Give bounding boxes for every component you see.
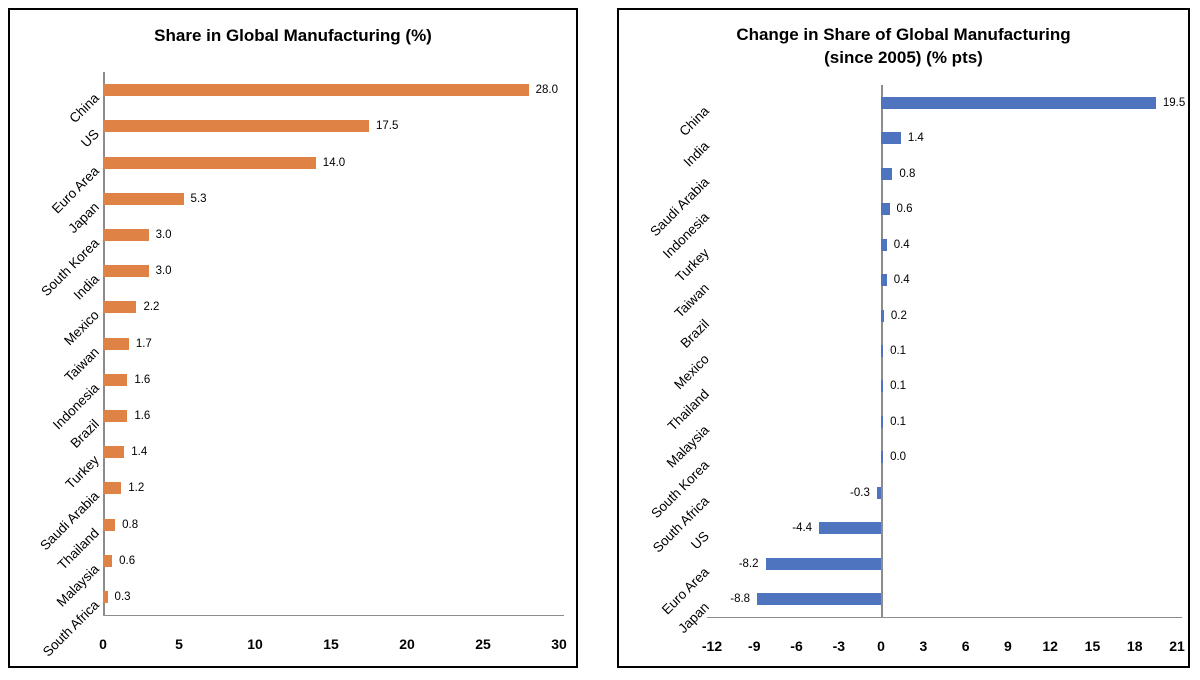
value-label-saudi-arabia: 1.2 [128,482,145,495]
value-label-turkey: 1.4 [131,446,148,459]
bar-mexico [103,301,137,314]
chart-title-share: Share in Global Manufacturing (%) [154,26,432,45]
x-tick-9: 9 [1004,638,1012,654]
plot-area-share: 28.0 China 17.5 US 14.0 Euro Area 5.3 Japan 3.0 S… [10,10,576,666]
plot-area-change: 19.5 China 1.4 India 0.8 Saudi Arabia 0.6 Indon… [619,10,1188,666]
x-tick-25: 25 [475,636,491,652]
x-tick-18: 18 [1126,638,1143,654]
bar-malaysia [103,554,113,567]
chart-panel-change: Change in Share of Global Manufacturing … [617,8,1190,668]
x-tick-12: 12 [1042,638,1058,654]
bar-brazil [881,309,884,322]
x-tick-0: 0 [99,636,107,652]
value-label-euro-area: -8.2 [738,557,759,570]
value-label-india: 1.4 [907,132,924,145]
bar-taiwan [881,274,887,287]
bar-south-korea [881,451,884,464]
chart-title-change-line2: (since 2005) (% pts) [824,48,983,67]
value-label-taiwan: 1.7 [135,337,152,350]
value-label-indonesia: 1.6 [134,373,151,386]
x-tick-15: 15 [1084,638,1101,654]
x-tick-6: -6 [790,638,803,654]
bar-indonesia [103,373,128,386]
x-axis-line [707,617,1182,618]
value-label-brazil: 1.6 [134,409,151,422]
bar-thailand [103,518,116,531]
bar-brazil [103,409,128,422]
bar-mexico [881,345,884,357]
value-label-malaysia: 0.6 [119,554,136,567]
value-label-us: -4.4 [792,522,813,535]
value-label-indonesia: 0.6 [896,203,913,216]
bar-south-africa [876,486,882,499]
x-tick-3: 3 [919,638,928,654]
bar-saudi-arabia [103,482,122,495]
bar-euro-area [765,557,882,570]
bar-turkey [881,238,887,251]
bar-taiwan [103,337,129,350]
bar-turkey [103,446,125,459]
bar-india [881,132,901,145]
value-label-south-korea: 3.0 [155,228,172,241]
x-tick-10: 10 [247,636,263,652]
value-label-euro-area: 14.0 [322,156,346,169]
x-tick-21: 21 [1169,638,1185,654]
value-label-us: 17.5 [376,120,399,133]
value-label-south-africa: -0.3 [850,486,870,499]
value-label-thailand: 0.1 [890,380,907,393]
value-label-south-africa: 0.3 [114,590,131,603]
value-label-malaysia: 0.1 [890,415,907,428]
x-tick-6: 6 [961,638,970,654]
x-tick-5: 5 [175,636,183,652]
value-label-china: 19.5 [1162,96,1186,109]
x-tick-15: 15 [323,636,339,652]
value-label-mexico: 2.2 [143,301,160,314]
x-tick-9: -9 [748,638,761,654]
chart-panel-share: Share in Global Manufacturing (%) 28.0 Ch… [8,8,578,668]
x-tick-30: 30 [551,636,567,652]
x-tick-20: 20 [399,636,415,652]
bar-india [103,265,149,278]
bar-south-korea [103,228,149,241]
bar-euro-area [103,156,316,169]
bar-china [881,96,1156,109]
bar-us [103,120,369,133]
chart-title-change-line1: Change in Share of Global Manufacturing [736,25,1071,44]
value-label-japan: -8.8 [730,593,751,606]
value-label-india: 3.0 [155,265,172,278]
bar-indonesia [881,203,890,216]
value-label-taiwan: 0.4 [893,274,910,287]
value-label-saudi-arabia: 0.8 [899,167,916,180]
value-label-thailand: 0.8 [122,518,139,531]
x-tick-3: -3 [832,638,846,654]
bar-us [819,522,882,535]
value-label-south-korea: 0.0 [890,451,907,464]
value-label-japan: 5.3 [190,192,207,205]
bar-japan [103,192,184,205]
bar-saudi-arabia [881,167,893,180]
x-axis-line [103,615,564,616]
x-tick-12: -12 [701,638,723,654]
value-label-china: 28.0 [535,84,558,97]
value-label-mexico: 0.1 [890,345,907,357]
bar-malaysia [881,415,884,428]
bar-japan [757,593,882,606]
bar-thailand [881,380,884,393]
bar-south-africa [103,590,108,603]
bar-china [103,84,529,97]
value-label-brazil: 0.2 [890,309,907,322]
chart-title-change: Change in Share of Global Manufacturing … [619,23,1188,69]
x-tick-0: 0 [877,638,885,654]
value-label-turkey: 0.4 [893,238,910,251]
